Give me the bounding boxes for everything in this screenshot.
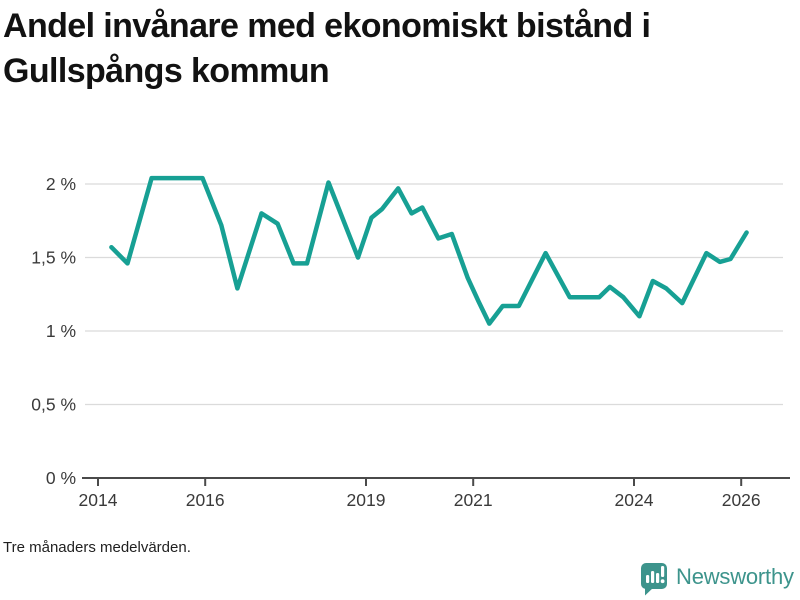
- chart-title: Andel invånare med ekonomiskt bistånd i …: [3, 7, 651, 91]
- x-axis-label: 2021: [454, 490, 493, 510]
- data-line-series: [109, 175, 749, 326]
- y-axis-label: 1 %: [46, 321, 76, 341]
- y-axis-label: 0,5 %: [31, 395, 76, 415]
- y-axis-label: 0 %: [46, 468, 76, 488]
- newsworthy-bubble-bar-chart-icon: [641, 563, 667, 596]
- newsworthy-wordmark: Newsworthy: [676, 564, 794, 589]
- newsworthy-logo: Newsworthy: [641, 563, 794, 596]
- x-axis-label: 2019: [347, 490, 386, 510]
- y-axis-label: 1,5 %: [31, 248, 76, 268]
- chart-footnote: Tre månaders medelvärden.: [3, 539, 191, 556]
- y-axis-label: 2 %: [46, 174, 76, 194]
- x-axis-label: 2024: [615, 490, 654, 510]
- x-axis-label: 2016: [186, 490, 225, 510]
- x-axis-label: 2026: [722, 490, 761, 510]
- x-axis-label: 2014: [79, 490, 118, 510]
